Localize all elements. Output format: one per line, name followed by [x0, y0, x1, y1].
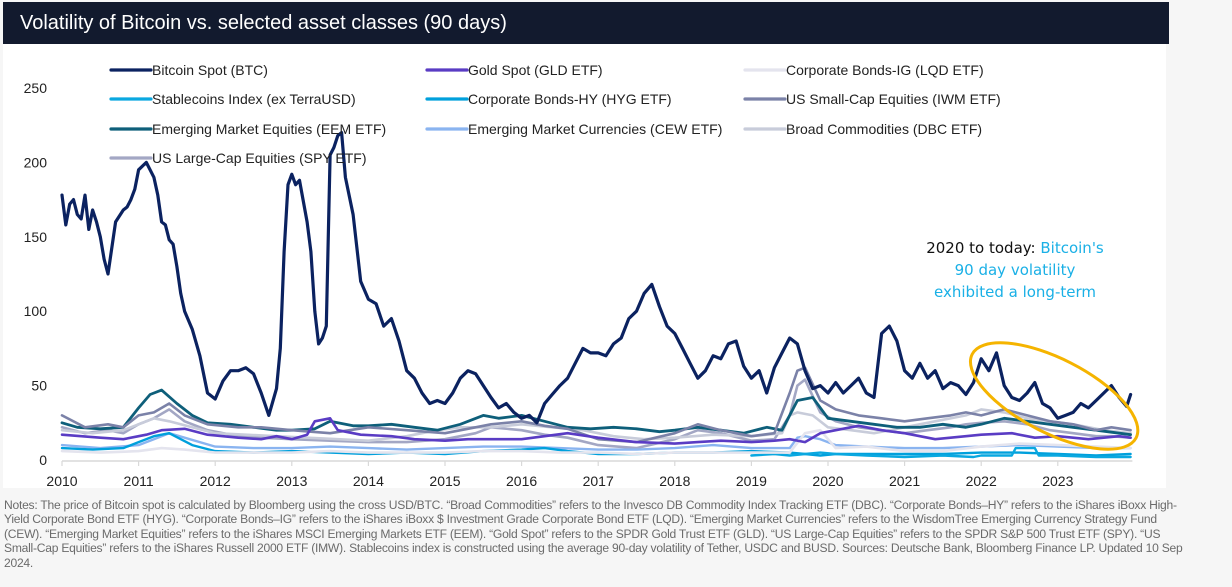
x-tick-label: 2017 [583, 473, 614, 488]
x-tick-label: 2019 [736, 473, 767, 488]
x-tick-label: 2014 [353, 473, 384, 488]
x-tick-label: 2011 [124, 473, 154, 488]
annotation-line-1: 2020 to today: Bitcoin's [926, 239, 1104, 257]
legend-item-emerging-market-currencies-cew-etf: Emerging Market Currencies (CEW ETF) [425, 121, 722, 137]
chart-panel: 2010 2011 2012 2013 2014 2015 2016 2017 2018 2019… [3, 44, 1166, 488]
series-line-us-large-cap-equities-spy-etf [60, 378, 1132, 450]
series-line-corporate-bonds-ig-lqd-etf [60, 428, 1132, 456]
x-tick-label: 2010 [46, 473, 77, 488]
series-line-stablecoins-index-ex-terrausd [750, 446, 1132, 459]
x-tick-label: 2012 [200, 473, 231, 488]
x-tick-label: 2015 [429, 473, 460, 488]
legend-label: Bitcoin Spot (BTC) [152, 62, 268, 78]
legend-label: US Small-Cap Equities (IWM ETF) [786, 91, 1001, 107]
volatility-chart: 2010 2011 2012 2013 2014 2015 2016 2017 2018 2019… [24, 62, 1140, 488]
legend-item-us-small-cap-equities-iwm-etf: US Small-Cap Equities (IWM ETF) [743, 91, 1001, 107]
legend-label: Corporate Bonds-HY (HYG ETF) [468, 91, 672, 107]
legend-item-gold-spot-gld-etf: Gold Spot (GLD ETF) [425, 62, 603, 78]
legend-item-broad-commodities-dbc-etf: Broad Commodities (DBC ETF) [743, 121, 982, 137]
legend-label: Emerging Market Currencies (CEW ETF) [468, 121, 722, 137]
series-line-broad-commodities-dbc-etf [60, 408, 1132, 443]
x-tick-label: 2018 [659, 473, 690, 488]
series-line-gold-spot-gld-etf [60, 416, 1132, 445]
legend-item-emerging-market-equities-eem-etf: Emerging Market Equities (EEM ETF) [109, 121, 386, 137]
x-tick-label: 2023 [1042, 473, 1073, 488]
series-line-bitcoin-spot-btc [60, 130, 1133, 425]
annotation-highlight: Bitcoin's [1040, 239, 1104, 257]
legend-label: Emerging Market Equities (EEM ETF) [152, 121, 386, 137]
legend-label: Gold Spot (GLD ETF) [468, 62, 603, 78]
series-line-emerging-market-equities-eem-etf [60, 388, 1132, 437]
highlight-ellipse [968, 341, 1140, 451]
series-line-emerging-market-currencies-cew-etf [60, 432, 1132, 451]
y-tick-label: 0 [39, 452, 47, 468]
legend-label: US Large-Cap Equities (SPY ETF) [152, 150, 367, 166]
legend-label: Corporate Bonds-IG (LQD ETF) [786, 62, 984, 78]
x-tick-label: 2021 [889, 473, 920, 488]
annotation: 2020 to today: Bitcoin's 90 day volatilit… [926, 239, 1140, 451]
legend-item-corporate-bonds-hy-hyg-etf: Corporate Bonds-HY (HYG ETF) [425, 91, 672, 107]
annotation-line-3: exhibited a long-term [934, 283, 1096, 301]
x-tick-label: 2020 [812, 473, 843, 488]
y-tick-label: 100 [24, 303, 48, 319]
legend-item-us-large-cap-equities-spy-etf: US Large-Cap Equities (SPY ETF) [109, 150, 367, 166]
notes-text: Notes: The price of Bitcoin spot is calc… [4, 498, 1183, 570]
series-layer [60, 130, 1133, 459]
x-tick-label: 2022 [966, 473, 997, 488]
legend: Bitcoin Spot (BTC) Gold Spot (GLD ETF) Cor… [109, 62, 1001, 166]
x-tick-label: 2016 [506, 473, 537, 488]
y-tick-label: 50 [31, 378, 47, 394]
y-tick-label: 150 [24, 229, 48, 245]
series-line-us-small-cap-equities-iwm-etf [60, 366, 1132, 444]
legend-item-bitcoin-spot-btc: Bitcoin Spot (BTC) [109, 62, 268, 78]
y-tick-label: 250 [24, 80, 48, 96]
y-tick-label: 200 [24, 154, 48, 170]
chart-title: Volatility of Bitcoin vs. selected asset… [3, 2, 1169, 44]
legend-item-corporate-bonds-ig-lqd-etf: Corporate Bonds-IG (LQD ETF) [743, 62, 984, 78]
annotation-lead: 2020 to today: [926, 239, 1040, 257]
series-line-corporate-bonds-hy-hyg-etf [60, 432, 1132, 457]
annotation-line-2: 90 day volatility [955, 261, 1076, 279]
legend-label: Broad Commodities (DBC ETF) [786, 121, 982, 137]
x-tick-label: 2013 [276, 473, 307, 488]
axes: 2010 2011 2012 2013 2014 2015 2016 2017 2018 2019… [24, 80, 1133, 488]
legend-label: Stablecoins Index (ex TerraUSD) [152, 91, 356, 107]
legend-item-stablecoins-index-ex-terrausd: Stablecoins Index (ex TerraUSD) [109, 91, 356, 107]
